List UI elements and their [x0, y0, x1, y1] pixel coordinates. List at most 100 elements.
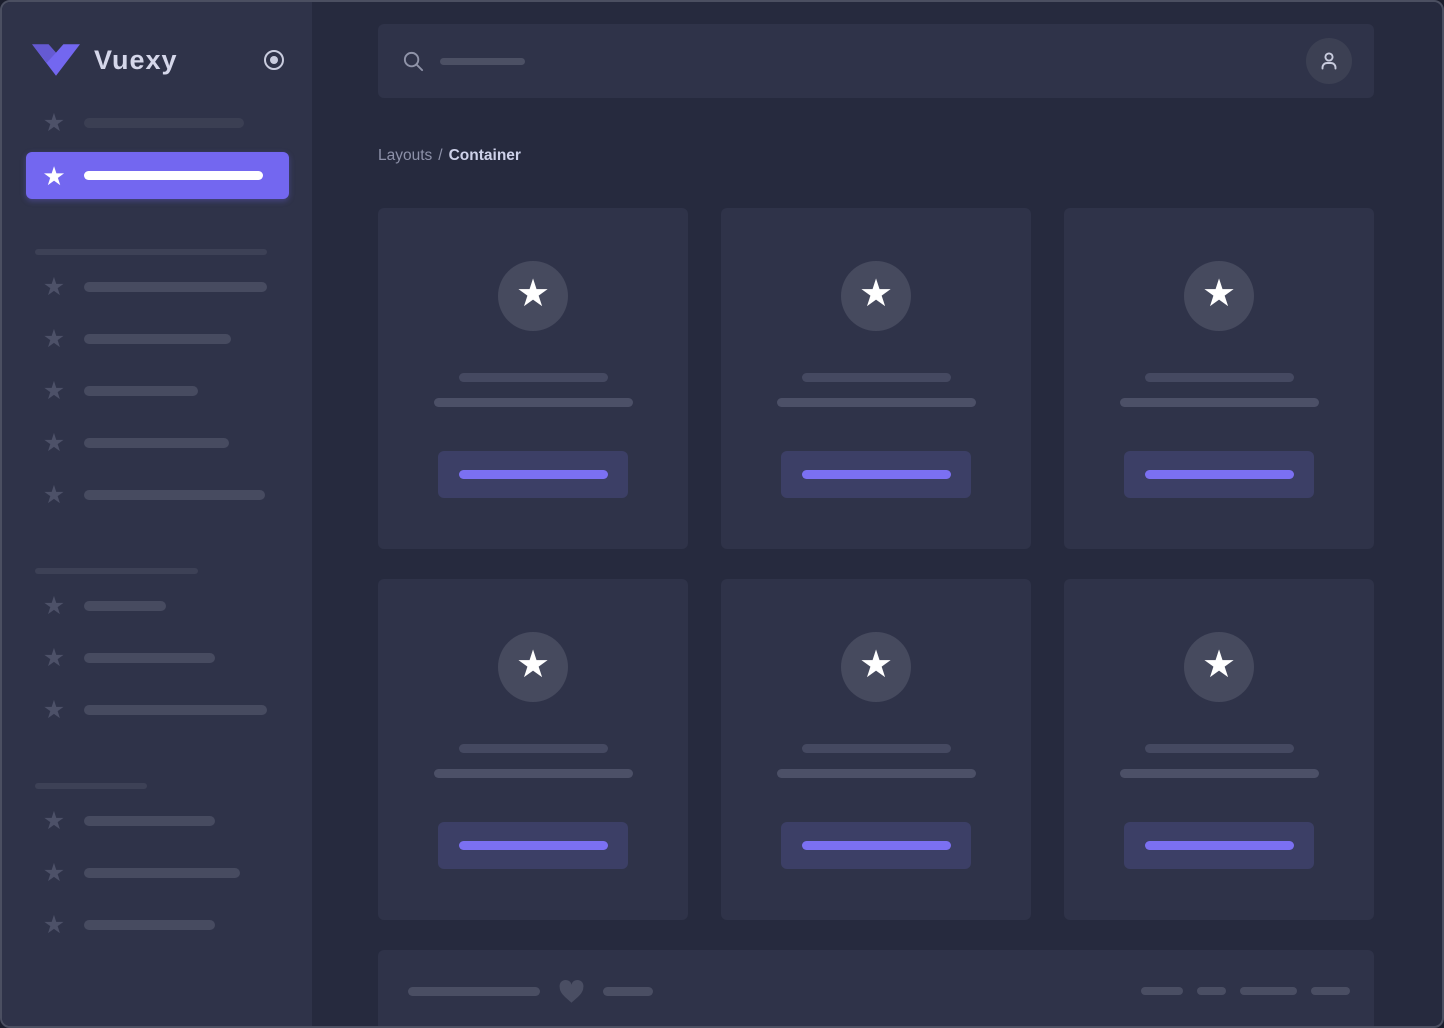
- button-label-skeleton: [802, 470, 951, 479]
- card-subtitle-skeleton: [434, 769, 633, 778]
- person-icon: [1317, 49, 1341, 73]
- footer-bar: [378, 950, 1374, 1028]
- breadcrumb: Layouts / Container: [378, 147, 1374, 165]
- search-bar[interactable]: [378, 24, 1374, 98]
- card-action-button[interactable]: [438, 451, 628, 498]
- card-avatar: ★: [1184, 261, 1254, 331]
- vuexy-logo-icon: [32, 43, 80, 77]
- sidebar-header: Vuexy: [2, 2, 312, 82]
- sidebar-item-skeleton[interactable]: ★: [2, 698, 312, 722]
- sidebar-item-skeleton[interactable]: ★: [2, 861, 312, 885]
- star-icon: ★: [42, 327, 66, 351]
- star-icon: ★: [42, 913, 66, 937]
- sidebar-item-label-skeleton: [84, 282, 267, 292]
- card-avatar: ★: [841, 261, 911, 331]
- sidebar-item-label-skeleton: [84, 118, 244, 128]
- main-content: Layouts / Container ★ ★ ★ ★ ★ ★: [312, 2, 1442, 1026]
- star-icon: ★: [42, 164, 66, 188]
- sidebar-active-item-wrap: ★: [2, 135, 312, 199]
- star-icon: ★: [42, 379, 66, 403]
- star-icon: ★: [42, 275, 66, 299]
- sidebar-item-skeleton[interactable]: ★: [2, 646, 312, 670]
- card-title-skeleton: [459, 373, 608, 382]
- sidebar-item-skeleton[interactable]: ★: [2, 809, 312, 833]
- card-title-skeleton: [1145, 744, 1294, 753]
- sidebar-item-label-skeleton: [84, 386, 198, 396]
- star-icon: ★: [1202, 275, 1236, 317]
- star-icon: ★: [42, 111, 66, 135]
- star-icon: ★: [42, 431, 66, 455]
- footer-right-group: [1141, 987, 1350, 995]
- sidebar-section-header-skeleton: [35, 568, 198, 574]
- card-action-button[interactable]: [1124, 822, 1314, 869]
- footer-link-skeleton[interactable]: [1240, 987, 1297, 995]
- card-avatar: ★: [841, 632, 911, 702]
- card-subtitle-skeleton: [1120, 769, 1319, 778]
- sidebar-item-label-skeleton: [84, 490, 265, 500]
- content-card: ★: [378, 579, 688, 920]
- star-icon: ★: [42, 594, 66, 618]
- card-action-button[interactable]: [781, 822, 971, 869]
- cards-grid: ★ ★ ★ ★ ★ ★: [378, 208, 1374, 920]
- sidebar: Vuexy ★ ★ ★ ★ ★ ★ ★ ★ ★ ★ ★ ★ ★: [2, 2, 312, 1026]
- card-subtitle-skeleton: [1120, 398, 1319, 407]
- sidebar-item-active[interactable]: ★: [26, 152, 289, 199]
- footer-link-skeleton[interactable]: [1141, 987, 1183, 995]
- star-icon: ★: [1202, 646, 1236, 688]
- card-action-button[interactable]: [781, 451, 971, 498]
- card-subtitle-skeleton: [777, 398, 976, 407]
- footer-link-skeleton[interactable]: [1197, 987, 1226, 995]
- search-placeholder-skeleton: [440, 58, 525, 65]
- card-action-button[interactable]: [438, 822, 628, 869]
- card-title-skeleton: [802, 744, 951, 753]
- sidebar-item-skeleton[interactable]: ★: [2, 594, 312, 618]
- button-label-skeleton: [459, 470, 608, 479]
- breadcrumb-parent[interactable]: Layouts: [378, 147, 432, 164]
- sidebar-item-skeleton[interactable]: ★: [2, 111, 312, 135]
- footer-link-skeleton[interactable]: [1311, 987, 1350, 995]
- sidebar-item-label-skeleton: [84, 705, 267, 715]
- sidebar-item-skeleton[interactable]: ★: [2, 913, 312, 937]
- content-card: ★: [378, 208, 688, 549]
- app-window: Vuexy ★★★★★★★★★★★★★ Layout: [0, 0, 1444, 1028]
- footer-left-group: [408, 979, 653, 1004]
- breadcrumb-current: Container: [449, 147, 521, 164]
- content-card: ★: [721, 208, 1031, 549]
- card-title-skeleton: [802, 373, 951, 382]
- heart-icon: [558, 979, 585, 1004]
- sidebar-section-header-skeleton: [35, 249, 267, 255]
- card-avatar: ★: [498, 261, 568, 331]
- button-label-skeleton: [459, 841, 608, 850]
- footer-text-skeleton: [408, 987, 540, 996]
- sidebar-section-header-skeleton: [35, 783, 147, 789]
- sidebar-item-label-skeleton: [84, 334, 231, 344]
- star-icon: ★: [42, 646, 66, 670]
- sidebar-item-skeleton[interactable]: ★: [2, 483, 312, 507]
- sidebar-item-label-skeleton: [84, 653, 215, 663]
- sidebar-item-skeleton[interactable]: ★: [2, 379, 312, 403]
- breadcrumb-separator: /: [438, 147, 442, 164]
- sidebar-item-skeleton[interactable]: ★: [2, 327, 312, 351]
- star-icon: ★: [42, 809, 66, 833]
- content-card: ★: [1064, 208, 1374, 549]
- star-icon: ★: [42, 861, 66, 885]
- card-title-skeleton: [459, 744, 608, 753]
- card-avatar: ★: [1184, 632, 1254, 702]
- sidebar-item-label-skeleton: [84, 816, 215, 826]
- button-label-skeleton: [802, 841, 951, 850]
- button-label-skeleton: [1145, 841, 1294, 850]
- sidebar-item-skeleton[interactable]: ★: [2, 275, 312, 299]
- content-card: ★: [721, 579, 1031, 920]
- card-subtitle-skeleton: [434, 398, 633, 407]
- sidebar-item-label-skeleton: [84, 868, 240, 878]
- search-icon: [402, 50, 425, 73]
- star-icon: ★: [859, 646, 893, 688]
- sidebar-item-skeleton[interactable]: ★: [2, 431, 312, 455]
- user-avatar-button[interactable]: [1306, 38, 1352, 84]
- star-icon: ★: [42, 698, 66, 722]
- card-action-button[interactable]: [1124, 451, 1314, 498]
- star-icon: ★: [859, 275, 893, 317]
- app-logo-title: Vuexy: [94, 45, 262, 76]
- menu-pin-icon[interactable]: [262, 48, 286, 72]
- star-icon: ★: [42, 483, 66, 507]
